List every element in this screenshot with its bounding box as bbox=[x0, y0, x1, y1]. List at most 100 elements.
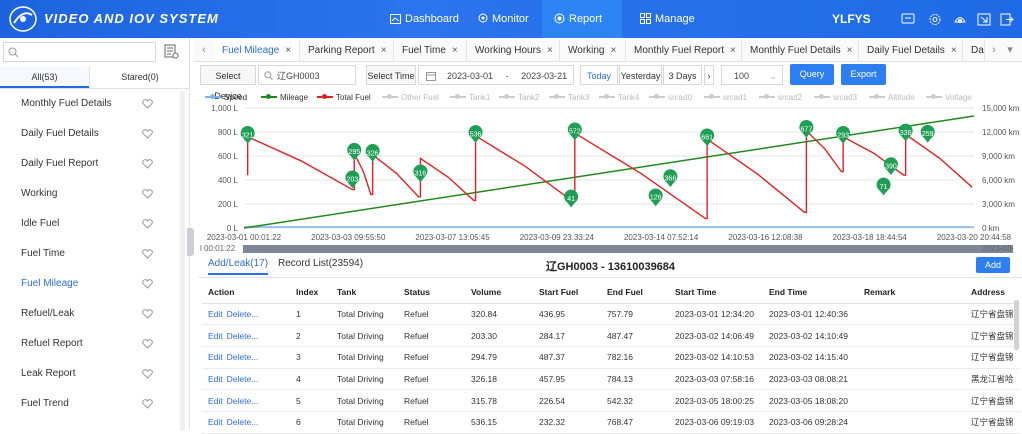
tab-all[interactable]: All(53) bbox=[0, 66, 89, 88]
tab-monthly-fuel-report[interactable]: Monthly Fuel Report × bbox=[626, 40, 742, 61]
fuel-event-marker[interactable] bbox=[898, 123, 913, 142]
fuel-event-marker[interactable] bbox=[564, 189, 579, 208]
sidebar-item-daily-fuel-details[interactable]: Daily Fuel Details bbox=[0, 119, 175, 149]
close-icon[interactable]: × bbox=[730, 45, 736, 56]
sidebar-item-idle-fuel[interactable]: Idle Fuel bbox=[0, 209, 175, 239]
close-icon[interactable]: × bbox=[950, 45, 957, 56]
tab-record-list[interactable]: Record List(23594) bbox=[278, 258, 364, 269]
fuel-event-marker[interactable] bbox=[347, 142, 362, 161]
sidebar-scrollbar[interactable] bbox=[180, 91, 185, 431]
tab-fuel-time[interactable]: Fuel Time × bbox=[394, 40, 467, 61]
fuel-event-marker[interactable] bbox=[648, 188, 663, 207]
close-icon[interactable]: × bbox=[451, 45, 458, 56]
query-button[interactable]: Query bbox=[790, 64, 834, 85]
heart-icon[interactable] bbox=[142, 159, 153, 169]
sidebar-item-leak-report[interactable]: Leak Report bbox=[0, 359, 175, 389]
heart-icon[interactable] bbox=[142, 129, 153, 139]
tab-fuel-mileage[interactable]: Fuel Mileage × bbox=[214, 40, 300, 61]
tabs-prev-icon[interactable]: ‹ bbox=[202, 44, 206, 56]
tab-working[interactable]: Working × bbox=[560, 40, 626, 61]
skin-icon[interactable] bbox=[953, 13, 967, 26]
fuel-event-marker[interactable] bbox=[240, 126, 255, 144]
tab-parking-report[interactable]: Parking Report × bbox=[300, 40, 394, 61]
nav-monitor[interactable]: Monitor bbox=[466, 0, 541, 38]
tab-working-hours[interactable]: Working Hours × bbox=[467, 40, 560, 61]
sidebar-item-daily-fuel-report[interactable]: Daily Fuel Report bbox=[0, 149, 175, 179]
heart-icon[interactable] bbox=[142, 399, 153, 409]
edit-link[interactable]: Edit bbox=[208, 395, 223, 406]
fuel-event-marker[interactable] bbox=[468, 125, 483, 143]
legend-item[interactable]: srcad0 bbox=[649, 93, 692, 102]
message-icon[interactable] bbox=[901, 13, 915, 26]
sidebar-item-fuel-time[interactable]: Fuel Time bbox=[0, 239, 175, 269]
tabs-next-icon[interactable]: › bbox=[992, 44, 996, 56]
fuel-event-marker[interactable] bbox=[365, 144, 380, 162]
search-input[interactable] bbox=[3, 42, 156, 62]
sidebar-item-monthly-fuel-details[interactable]: Monthly Fuel Details bbox=[0, 89, 175, 119]
legend-item[interactable]: Tank3 bbox=[549, 93, 589, 102]
nav-dashboard[interactable]: Dashboard bbox=[378, 0, 471, 38]
sidebar-item-fuel-trend[interactable]: Fuel Trend bbox=[0, 389, 175, 419]
fuel-event-marker[interactable] bbox=[700, 128, 715, 147]
tab-daily-fuel-details[interactable]: Daily Fuel Details × bbox=[859, 40, 963, 61]
edit-link[interactable]: Edit bbox=[208, 308, 223, 319]
edit-link[interactable]: Edit bbox=[208, 417, 223, 428]
close-icon[interactable]: × bbox=[846, 45, 853, 56]
legend-item[interactable]: Mileage bbox=[261, 93, 308, 102]
logout-icon[interactable] bbox=[1000, 13, 1014, 26]
three-days-button[interactable]: 3 Days bbox=[663, 65, 702, 85]
legend-item[interactable]: srcad2 bbox=[759, 93, 802, 102]
list-settings-icon[interactable] bbox=[164, 44, 179, 59]
heart-icon[interactable] bbox=[142, 309, 153, 319]
yesterday-button[interactable]: Yesterday bbox=[619, 65, 662, 85]
table-scrollbar[interactable] bbox=[1014, 300, 1019, 350]
fuel-event-marker[interactable] bbox=[413, 164, 428, 183]
today-button[interactable]: Today bbox=[580, 65, 618, 85]
legend-item[interactable]: Tank1 bbox=[450, 93, 490, 102]
fuel-mileage-chart[interactable]: 1,000 L 15,000 km 800 L 12,000 km 600 L 9,000… bbox=[196, 100, 1022, 250]
delete-link[interactable]: Delete... bbox=[226, 308, 259, 319]
heart-icon[interactable] bbox=[142, 189, 153, 199]
close-icon[interactable]: × bbox=[380, 45, 387, 56]
user-name[interactable]: YLFYS bbox=[832, 12, 871, 26]
heart-icon[interactable] bbox=[142, 249, 153, 259]
legend-item[interactable]: Voltage bbox=[926, 93, 972, 102]
collapse-handle[interactable] bbox=[187, 228, 194, 256]
fuel-event-marker[interactable] bbox=[345, 170, 360, 189]
device-input[interactable]: 辽GH0003 bbox=[258, 65, 356, 85]
legend-item[interactable]: Altitude bbox=[869, 93, 915, 102]
tab-stared[interactable]: Stared(0) bbox=[89, 66, 190, 88]
next-range-button[interactable]: › bbox=[704, 65, 714, 85]
timeline-slider[interactable]: l 00:01:22 2023-03- bbox=[200, 244, 1020, 254]
nav-manage[interactable]: Manage bbox=[628, 0, 707, 38]
fuel-event-marker[interactable] bbox=[883, 157, 898, 175]
export-button[interactable]: Export bbox=[841, 64, 886, 85]
heart-icon[interactable] bbox=[142, 279, 153, 289]
edit-link[interactable]: Edit bbox=[208, 352, 223, 363]
fuel-event-marker[interactable] bbox=[920, 124, 935, 143]
heart-icon[interactable] bbox=[142, 219, 153, 229]
legend-item[interactable]: Other Fuel bbox=[382, 93, 439, 102]
close-icon[interactable]: × bbox=[285, 45, 292, 56]
fuel-event-marker[interactable] bbox=[663, 169, 678, 187]
heart-icon[interactable] bbox=[142, 99, 153, 109]
delete-link[interactable]: Delete... bbox=[226, 352, 259, 363]
edit-link[interactable]: Edit bbox=[208, 330, 223, 341]
nav-report[interactable]: Report bbox=[542, 0, 622, 38]
tab-add-leak[interactable]: Add/Leak(17) bbox=[208, 258, 269, 275]
sidebar-item-fuel-mileage[interactable]: Fuel Mileage bbox=[0, 269, 175, 299]
fuel-event-marker[interactable] bbox=[836, 126, 851, 144]
tab-overflow[interactable]: Da bbox=[963, 40, 985, 61]
sidebar-item-working[interactable]: Working bbox=[0, 179, 175, 209]
tabs-menu-icon[interactable]: ▾ bbox=[1007, 44, 1013, 56]
fuel-event-marker[interactable] bbox=[799, 120, 814, 138]
delete-link[interactable]: Delete... bbox=[226, 417, 259, 428]
legend-item[interactable]: Speed bbox=[205, 93, 247, 102]
heart-icon[interactable] bbox=[142, 369, 153, 379]
close-icon[interactable]: × bbox=[546, 45, 553, 56]
page-size-select[interactable]: 100 ⌄ bbox=[721, 65, 783, 85]
delete-link[interactable]: Delete... bbox=[226, 330, 259, 341]
fullscreen-icon[interactable] bbox=[977, 13, 991, 26]
legend-item[interactable]: Tank2 bbox=[499, 93, 539, 102]
sidebar-item-refuel-leak[interactable]: Refuel/Leak bbox=[0, 299, 175, 329]
